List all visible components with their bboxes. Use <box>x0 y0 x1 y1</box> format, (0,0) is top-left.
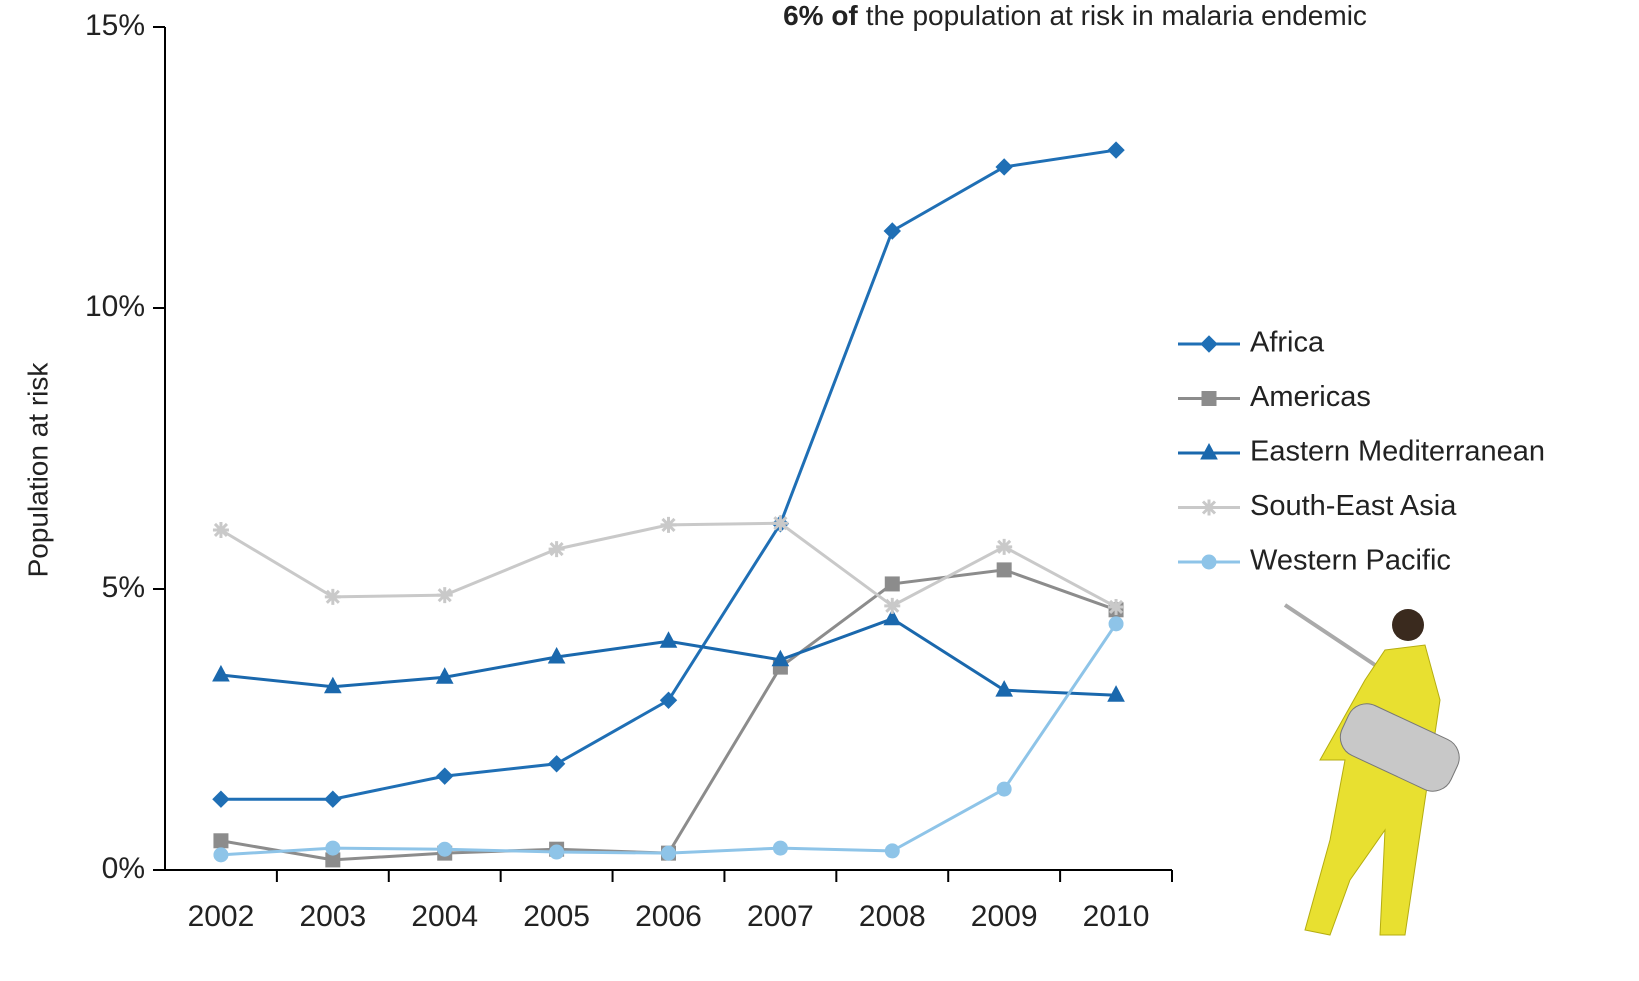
legend-item: Africa <box>1178 327 1325 359</box>
chart-title: 6% of the population at risk in malaria e… <box>783 0 1367 31</box>
y-axis-label: Population at risk <box>22 362 53 578</box>
data-point <box>884 597 901 614</box>
data-point <box>549 844 565 860</box>
data-point <box>660 516 677 533</box>
data-point <box>661 845 676 861</box>
data-point <box>995 158 1013 176</box>
legend-label: Eastern Mediterranean <box>1250 436 1545 468</box>
data-point <box>772 840 788 856</box>
data-point <box>996 781 1012 797</box>
data-point <box>325 840 341 856</box>
data-point <box>1107 685 1125 702</box>
data-point <box>996 538 1013 555</box>
legend-marker <box>1200 442 1218 460</box>
x-tick-label: 2007 <box>747 900 814 933</box>
x-tick-label: 2010 <box>1083 900 1150 933</box>
y-tick-label: 15% <box>85 9 145 42</box>
data-point <box>995 680 1014 697</box>
x-tick-label: 2008 <box>859 900 926 933</box>
data-point <box>884 576 900 592</box>
y-tick-label: 10% <box>85 290 145 323</box>
data-point <box>324 588 341 605</box>
data-point <box>212 790 230 808</box>
data-point <box>772 515 789 532</box>
data-point <box>1108 598 1125 615</box>
series-line <box>220 521 1117 609</box>
x-tick-label: 2009 <box>971 900 1038 933</box>
title-bold: 6% of <box>783 0 858 31</box>
x-tick-label: 2005 <box>523 900 590 933</box>
data-point <box>996 562 1012 578</box>
data-point <box>435 667 454 684</box>
legend-label: Western Pacific <box>1250 545 1451 577</box>
data-point <box>323 676 342 694</box>
data-point <box>213 833 229 849</box>
data-point <box>547 646 566 664</box>
data-point <box>659 691 678 709</box>
data-point <box>212 521 229 538</box>
data-point <box>1108 616 1124 632</box>
legend-item: South-East Asia <box>1178 490 1457 522</box>
data-point <box>1107 141 1125 159</box>
data-point <box>436 587 453 604</box>
data-point <box>883 222 901 240</box>
legend-label: South-East Asia <box>1250 490 1457 522</box>
legend-label: Americas <box>1250 381 1371 413</box>
data-point <box>324 790 342 808</box>
series-line <box>220 568 1117 862</box>
x-tick-label: 2003 <box>299 900 366 933</box>
legend-marker <box>1201 499 1217 516</box>
data-point <box>883 608 902 626</box>
y-tick-label: 0% <box>102 852 145 885</box>
legend-marker <box>1201 391 1217 406</box>
x-tick-label: 2002 <box>188 900 255 933</box>
legend-item: Americas <box>1178 381 1371 413</box>
data-point <box>213 847 229 863</box>
data-point <box>548 541 565 558</box>
legend-marker <box>1200 335 1218 353</box>
data-point <box>437 841 453 857</box>
data-point <box>659 631 678 648</box>
sprayer-figure <box>1283 603 1460 936</box>
series-line <box>220 623 1118 857</box>
data-point <box>212 664 230 682</box>
series-line <box>220 617 1117 697</box>
legend-item: Eastern Mediterranean <box>1178 436 1545 468</box>
data-point <box>884 843 900 859</box>
x-tick-label: 2006 <box>635 900 702 933</box>
legend-label: Africa <box>1250 327 1325 359</box>
data-point <box>771 649 790 667</box>
data-point <box>436 767 454 785</box>
y-tick-label: 5% <box>102 571 145 604</box>
x-tick-label: 2004 <box>411 900 478 933</box>
data-point <box>547 755 566 773</box>
legend-marker <box>1201 554 1217 570</box>
title-rest: the population at risk in malaria endemi… <box>866 0 1367 31</box>
legend-item: Western Pacific <box>1178 545 1451 577</box>
